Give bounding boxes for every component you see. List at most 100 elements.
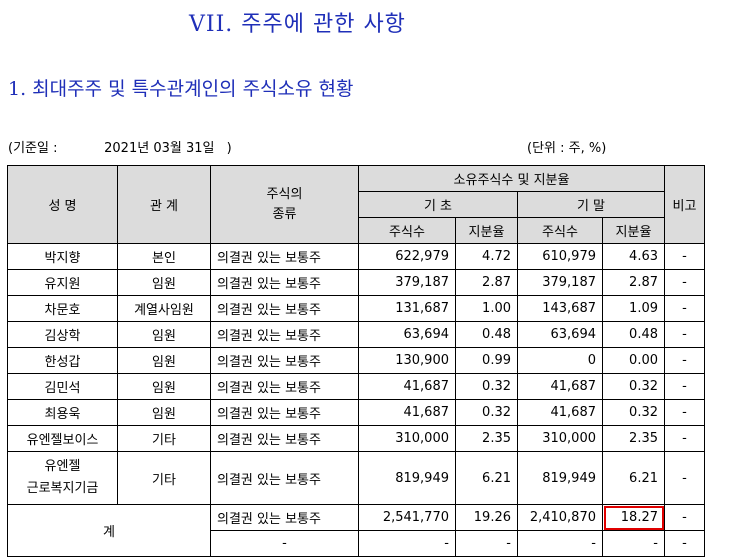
cell-relation: 기타	[117, 425, 211, 452]
cell-relation: 임원	[117, 321, 211, 348]
cell-relation: 임원	[117, 269, 211, 296]
cell-end-ratio: 0.48	[602, 321, 665, 348]
cell-start-shares: 41,687	[358, 373, 456, 400]
cell-start-shares: -	[358, 530, 456, 557]
cell-note: -	[664, 530, 705, 557]
cell-stock-type: 의결권 있는 보통주	[210, 321, 359, 348]
cell-note: -	[664, 295, 705, 322]
header-end-shares: 주식수	[517, 217, 603, 244]
header-note: 비고	[664, 165, 705, 244]
table-row: 김민석 임원 의결권 있는 보통주 41,687 0.32 41,687 0.3…	[7, 373, 705, 400]
cell-start-ratio: 6.21	[455, 451, 518, 505]
table-row: 한성갑 임원 의결권 있는 보통주 130,900 0.99 0 0.00 -	[7, 347, 705, 374]
shareholder-table: 성 명 관 계 주식의 종류 소유주식수 및 지분율 비고 기 초 기 말 주식…	[7, 165, 705, 557]
cell-end-shares: 819,949	[517, 451, 603, 505]
cell-end-ratio: 2.35	[602, 425, 665, 452]
cell-name: 최용욱	[7, 399, 118, 426]
cell-start-ratio: 2.35	[455, 425, 518, 452]
cell-end-ratio: -	[602, 530, 665, 557]
cell-name: 유지원	[7, 269, 118, 296]
header-start: 기 초	[358, 191, 518, 218]
cell-note: -	[664, 321, 705, 348]
cell-note: -	[664, 425, 705, 452]
cell-start-ratio: -	[455, 530, 518, 557]
header-holdings: 소유주식수 및 지분율	[358, 165, 665, 192]
cell-end-ratio-highlighted: 18.27	[602, 504, 665, 531]
cell-start-shares: 379,187	[358, 269, 456, 296]
header-relation: 관 계	[117, 165, 211, 244]
cell-stock-type: 의결권 있는 보통주	[210, 451, 359, 505]
cell-relation: 임원	[117, 347, 211, 374]
base-date: (기준일 : 2021년 03월 31일 )	[8, 137, 232, 156]
cell-note: -	[664, 399, 705, 426]
unit-label: (단위 : 주, %)	[527, 141, 607, 156]
cell-start-shares: 63,694	[358, 321, 456, 348]
cell-end-ratio: 0.00	[602, 347, 665, 374]
cell-start-ratio: 4.72	[455, 243, 518, 270]
cell-end-shares: 310,000	[517, 425, 603, 452]
cell-end-shares: 2,410,870	[517, 504, 603, 531]
table-row: 유엔젤 근로복지기금 기타 의결권 있는 보통주 819,949 6.21 81…	[7, 451, 705, 505]
cell-stock-type: 의결권 있는 보통주	[210, 269, 359, 296]
cell-stock-type: 의결권 있는 보통주	[210, 504, 359, 531]
cell-note: -	[664, 504, 705, 531]
header-stock-type: 주식의 종류	[210, 165, 359, 244]
total-row: - - - - - -	[8, 530, 705, 557]
cell-end-shares: 41,687	[517, 373, 603, 400]
cell-stock-type: 의결권 있는 보통주	[210, 373, 359, 400]
header-start-shares: 주식수	[358, 217, 456, 244]
cell-relation: 기타	[117, 451, 211, 505]
cell-end-shares: 41,687	[517, 399, 603, 426]
cell-end-ratio: 2.87	[602, 269, 665, 296]
cell-note: -	[664, 243, 705, 270]
cell-relation: 임원	[117, 399, 211, 426]
cell-stock-type: 의결권 있는 보통주	[210, 243, 359, 270]
cell-name: 유엔젤 근로복지기금	[7, 451, 118, 505]
cell-stock-type: -	[210, 530, 359, 557]
table-row: 최용욱 임원 의결권 있는 보통주 41,687 0.32 41,687 0.3…	[7, 399, 705, 426]
header-end-ratio: 지분율	[602, 217, 665, 244]
cell-start-ratio: 1.00	[455, 295, 518, 322]
cell-relation: 계열사임원	[117, 295, 211, 322]
cell-name: 차문호	[7, 295, 118, 322]
cell-start-ratio: 0.99	[455, 347, 518, 374]
table-row: 김상학 임원 의결권 있는 보통주 63,694 0.48 63,694 0.4…	[7, 321, 705, 348]
cell-start-shares: 622,979	[358, 243, 456, 270]
base-date-close: )	[226, 141, 232, 156]
cell-start-shares: 41,687	[358, 399, 456, 426]
cell-relation: 임원	[117, 373, 211, 400]
cell-start-ratio: 19.26	[455, 504, 518, 531]
cell-name: 김상학	[7, 321, 118, 348]
cell-name: 유엔젤보이스	[7, 425, 118, 452]
cell-start-shares: 310,000	[358, 425, 456, 452]
cell-stock-type: 의결권 있는 보통주	[210, 425, 359, 452]
cell-end-shares: 0	[517, 347, 603, 374]
cell-name: 한성갑	[7, 347, 118, 374]
base-date-label: (기준일 :	[8, 141, 58, 156]
table-row: 유지원 임원 의결권 있는 보통주 379,187 2.87 379,187 2…	[7, 269, 705, 296]
cell-name: 김민석	[7, 373, 118, 400]
total-row: 계 의결권 있는 보통주 2,541,770 19.26 2,410,870 1…	[7, 504, 705, 557]
cell-start-ratio: 2.87	[455, 269, 518, 296]
cell-note: -	[664, 347, 705, 374]
cell-end-shares: 63,694	[517, 321, 603, 348]
table-row: 유엔젤보이스 기타 의결권 있는 보통주 310,000 2.35 310,00…	[7, 425, 705, 452]
header-name: 성 명	[7, 165, 118, 244]
cell-note: -	[664, 269, 705, 296]
cell-note: -	[664, 451, 705, 505]
cell-start-ratio: 0.48	[455, 321, 518, 348]
base-date-value: 2021년 03월 31일	[104, 141, 215, 156]
cell-stock-type: 의결권 있는 보통주	[210, 347, 359, 374]
cell-name: 박지향	[7, 243, 118, 270]
cell-end-ratio: 1.09	[602, 295, 665, 322]
subsection-title: 1. 최대주주 및 특수관계인의 주식소유 현황	[8, 78, 354, 100]
section-title: VII. 주주에 관한 사항	[189, 12, 406, 37]
cell-end-shares: -	[517, 530, 603, 557]
cell-end-ratio: 0.32	[602, 399, 665, 426]
cell-start-ratio: 0.32	[455, 399, 518, 426]
cell-note: -	[664, 373, 705, 400]
cell-start-shares: 131,687	[358, 295, 456, 322]
cell-start-ratio: 0.32	[455, 373, 518, 400]
header-end: 기 말	[517, 191, 665, 218]
table-row: 박지향 본인 의결권 있는 보통주 622,979 4.72 610,979 4…	[7, 243, 705, 270]
